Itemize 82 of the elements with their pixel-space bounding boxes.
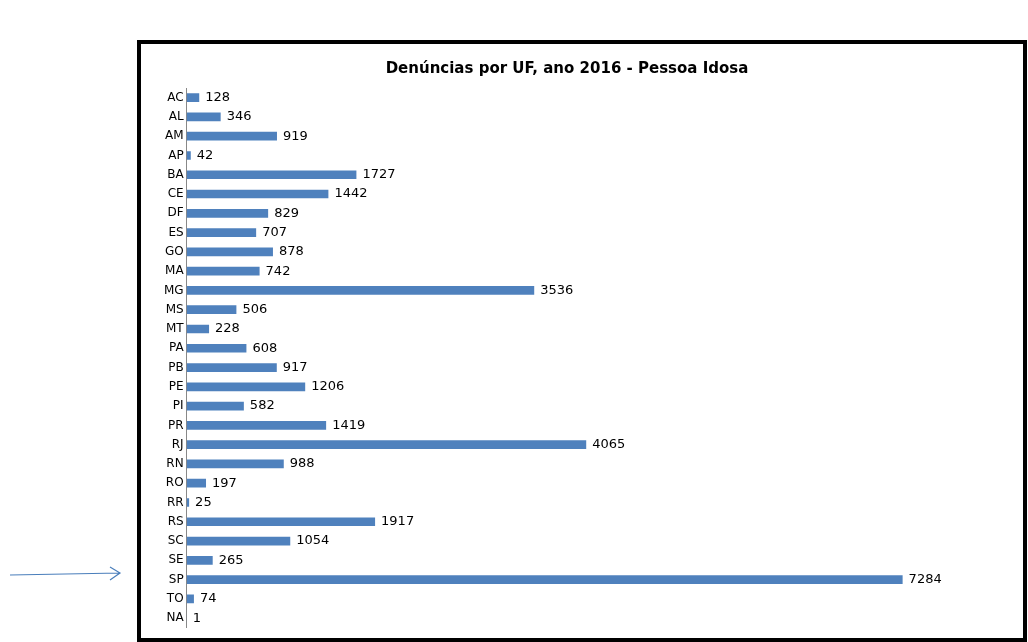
bar (186, 382, 306, 392)
y-tick-label: AL (168, 109, 184, 124)
y-tick-label: CE (167, 186, 184, 201)
y-tick-label: AC (167, 89, 184, 104)
data-label: 25 (195, 493, 212, 509)
y-tick-label: TO (165, 591, 184, 606)
bar (186, 324, 210, 334)
y-tick-label: MS (165, 301, 184, 316)
data-label: 228 (215, 320, 240, 336)
bar (186, 343, 247, 353)
data-label: 346 (226, 108, 252, 124)
bar (186, 459, 284, 469)
data-label: 1442 (334, 185, 368, 201)
data-label: 4065 (592, 436, 626, 452)
data-label: 42 (196, 146, 214, 162)
y-tick-label: PR (168, 417, 184, 432)
data-label: 265 (218, 551, 244, 567)
bar (186, 131, 277, 141)
bar (186, 266, 260, 276)
data-label: 506 (242, 301, 268, 317)
y-tick-label: PE (168, 378, 184, 393)
data-label: 878 (278, 243, 304, 259)
y-tick-label: MG (164, 282, 184, 297)
data-label: 1 (192, 609, 202, 625)
bar (186, 247, 273, 257)
y-tick-label: RR (166, 494, 184, 509)
bar (186, 517, 376, 527)
bar (186, 93, 200, 102)
data-label: 919 (282, 127, 308, 143)
y-tick-label: ES (168, 224, 184, 239)
y-tick-label: SE (168, 552, 184, 567)
bar (186, 189, 329, 199)
data-label: 7284 (908, 570, 942, 586)
y-tick-label: DF (167, 205, 184, 220)
y-tick-label: RN (166, 456, 184, 471)
data-label: 1917 (381, 513, 415, 529)
y-tick-label: AP (168, 147, 184, 162)
bar (186, 228, 257, 237)
bar (186, 151, 191, 160)
data-label: 829 (274, 204, 299, 220)
y-tick-label: SP (168, 571, 184, 586)
chart-title: Denúncias por UF, ano 2016 - Pessoa Idosa (385, 58, 749, 77)
bar (186, 305, 237, 315)
y-tick-label: MT (165, 321, 185, 336)
y-tick-label: SC (167, 533, 184, 548)
y-tick-label: NA (166, 610, 185, 625)
y-tick-label: RO (165, 475, 184, 490)
data-label: 74 (199, 590, 217, 606)
y-tick-label: RS (167, 513, 184, 528)
data-label: 1727 (362, 166, 396, 182)
y-tick-label: AM (165, 128, 184, 143)
bar (186, 286, 535, 295)
y-tick-label: GO (164, 243, 184, 258)
data-label: 128 (205, 89, 231, 105)
y-tick-label: PA (168, 340, 185, 355)
data-label: 988 (289, 455, 315, 471)
bar (186, 555, 213, 565)
bar (186, 575, 903, 584)
y-tick-label: PI (172, 398, 184, 413)
y-tick-label: MA (165, 263, 185, 278)
bar (186, 440, 587, 449)
bar (186, 478, 207, 488)
data-label: 707 (262, 223, 287, 239)
data-label: 917 (282, 358, 308, 374)
bar (186, 112, 221, 122)
bar (186, 170, 357, 180)
bar (186, 536, 291, 546)
bar (186, 401, 244, 411)
data-label: 3536 (540, 281, 574, 297)
data-label: 1054 (296, 532, 330, 548)
y-tick-label: BA (167, 166, 185, 181)
data-label: 1206 (311, 378, 345, 394)
data-label: 1419 (332, 416, 366, 432)
bar (186, 208, 269, 218)
data-label: 608 (252, 339, 278, 355)
data-label: 742 (265, 262, 291, 278)
bar (186, 363, 277, 372)
data-label: 582 (249, 397, 275, 413)
bar (186, 421, 327, 430)
y-tick-label: RJ (171, 436, 184, 451)
data-label: 197 (212, 474, 237, 490)
y-tick-label: PB (168, 359, 184, 374)
